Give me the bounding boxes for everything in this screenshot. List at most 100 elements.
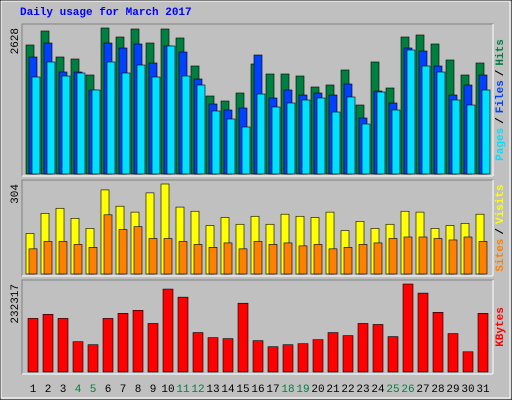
x-tick-label: 1 [30,384,37,396]
x-tick-label: 22 [341,384,354,396]
bar [283,242,293,275]
bar [162,288,174,373]
bar [477,313,489,373]
bar [211,110,221,175]
bar [42,314,54,373]
bar [102,318,114,373]
x-tick-label: 16 [251,384,264,396]
bar [357,323,369,373]
bar [286,102,296,175]
bar [432,312,444,373]
bar [358,244,368,275]
bar [421,65,431,175]
x-tick-label: 3 [60,384,67,396]
bar [166,45,176,175]
legend-entry: Visits [495,184,507,224]
x-tick-label: 26 [401,384,414,396]
bar [267,346,279,373]
bar [31,76,41,175]
x-tick-label: 13 [206,384,219,396]
bar [406,49,416,175]
bar [451,99,461,175]
x-tick-label: 9 [150,384,157,396]
bar [253,241,263,275]
bar [252,340,264,373]
bar [403,236,413,275]
bar [478,241,488,275]
x-tick-label: 31 [476,384,490,396]
bar [76,72,86,175]
y-tick-label: 304 [10,184,22,204]
bar [57,318,69,373]
bar [151,76,161,175]
bar [448,239,458,275]
bar [226,118,236,175]
bar [133,226,143,275]
bar [361,123,371,175]
legend-separator: / [495,117,507,124]
x-tick-label: 18 [281,384,294,396]
bar [223,242,233,275]
bar [118,229,128,275]
bar [207,337,219,373]
bar [436,71,446,175]
bar [313,244,323,275]
x-tick-label: 2 [45,384,52,396]
bar [43,241,53,275]
x-tick-label: 29 [446,384,459,396]
bar [117,313,129,373]
legend-entry: KBytes [495,307,507,347]
bar [297,343,309,373]
bar [328,248,338,275]
legend-separator: / [495,69,507,76]
bar [132,310,144,373]
bar [88,247,98,275]
x-tick-label: 4 [75,384,82,396]
legend-entry: Pages [495,128,507,161]
bar [103,214,113,275]
bar [241,126,251,175]
bar [238,248,248,275]
x-tick-label: 24 [371,384,385,396]
bar [447,333,459,373]
legend: KBytes [495,307,507,347]
bar [342,335,354,373]
bar [28,248,38,275]
x-tick-label: 23 [356,384,369,396]
x-tick-label: 6 [105,384,112,396]
bar [346,96,356,175]
x-tick-label: 20 [311,384,324,396]
bar [402,283,414,373]
x-tick-label: 7 [120,384,127,396]
bar [58,241,68,275]
bar [177,296,189,373]
bar [148,238,158,275]
bar [192,332,204,373]
x-tick-label: 25 [386,384,399,396]
x-tick-label: 30 [461,384,474,396]
x-tick-label: 27 [416,384,429,396]
bar [298,245,308,275]
bar [327,332,339,373]
bar [163,238,173,275]
bar [462,351,474,373]
bar [181,75,191,175]
bar [388,238,398,275]
x-tick-label: 11 [176,384,190,396]
bar [121,72,131,175]
x-tick-label: 17 [266,384,279,396]
legend-separator: / [495,228,507,235]
bar [91,89,101,175]
bar [147,323,159,373]
bar [136,64,146,175]
bar [106,61,116,175]
x-tick-label: 14 [221,384,235,396]
bar [282,344,294,373]
bar [316,97,326,175]
bar [222,338,234,373]
legend-entry: Sites [495,239,507,272]
x-tick-label: 19 [296,384,309,396]
x-tick-label: 15 [236,384,249,396]
